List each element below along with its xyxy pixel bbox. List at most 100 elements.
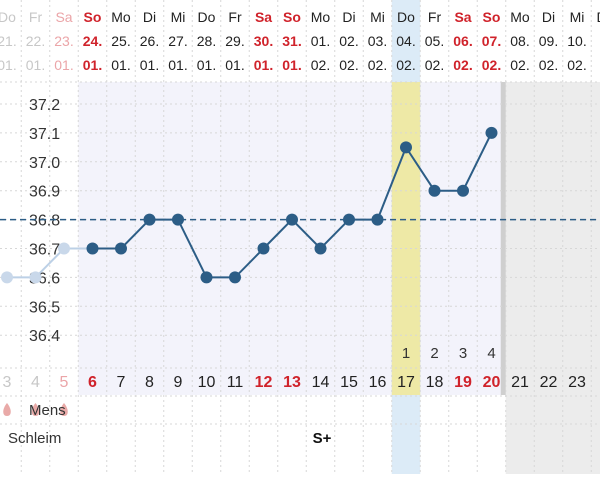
header-weekday: Do: [397, 9, 415, 25]
header-weekday: Fr: [29, 9, 43, 25]
header-day-number: 26.: [140, 33, 159, 49]
temperature-point[interactable]: [58, 242, 70, 255]
header-day[interactable]: Mi 27. 01.: [168, 9, 187, 73]
header-day[interactable]: So 31. 01.: [282, 9, 301, 73]
mens-drop-icon: [3, 403, 11, 416]
header-day[interactable]: Do 21. 01.: [0, 9, 17, 73]
y-tick-label: 36.8: [29, 213, 60, 230]
header-day[interactable]: Di 09. 02.: [539, 9, 558, 73]
header-day-number: 07.: [482, 33, 501, 49]
mens-row[interactable]: Mens: [3, 402, 68, 419]
temperature-point[interactable]: [485, 126, 498, 139]
header-month: 02.: [567, 57, 586, 73]
header-day[interactable]: Fr 05. 02.: [425, 9, 444, 73]
header-day-number: 29.: [225, 33, 244, 49]
mens-drop-icon: [60, 403, 68, 416]
temperature-point[interactable]: [400, 141, 412, 154]
header-day[interactable]: Di 02. 02.: [339, 9, 358, 73]
cycle-day-number[interactable]: 15: [340, 374, 358, 391]
header-day[interactable]: So 24. 01.: [83, 9, 102, 73]
header-month: 02.: [453, 57, 472, 73]
header-month: 01.: [0, 57, 17, 73]
post-ovulation-counter: 1 2 3 4: [402, 345, 496, 362]
schleim-row[interactable]: Schleim S+: [8, 430, 332, 447]
header-weekday: Sa: [55, 9, 72, 25]
temperature-point[interactable]: [200, 271, 213, 284]
temperature-point[interactable]: [286, 213, 298, 226]
temperature-point[interactable]: [1, 271, 13, 284]
temperature-point[interactable]: [29, 271, 42, 284]
cycle-day-number[interactable]: 9: [174, 374, 183, 391]
cycle-day-number[interactable]: 10: [198, 374, 216, 391]
temperature-point[interactable]: [229, 271, 241, 284]
header-day[interactable]: Sa 30. 01.: [254, 9, 273, 73]
header-weekday: Mo: [311, 9, 331, 25]
header-day[interactable]: So 07. 02.: [482, 9, 501, 73]
header-day[interactable]: Do 28. 01.: [197, 9, 216, 73]
y-tick-label: 36.5: [29, 299, 60, 316]
header-month: 01.: [54, 57, 73, 73]
cycle-day-number[interactable]: 8: [145, 374, 154, 391]
cycle-day-number[interactable]: 12: [255, 374, 273, 391]
cycle-day-number[interactable]: 18: [426, 374, 444, 391]
temperature-point[interactable]: [314, 242, 327, 255]
header-month: 01.: [140, 57, 159, 73]
cycle-day-number[interactable]: 5: [60, 374, 69, 391]
cycle-day-number[interactable]: 11: [227, 374, 244, 391]
temperature-point[interactable]: [343, 213, 355, 226]
temperature-point[interactable]: [257, 242, 270, 255]
cycle-day-number[interactable]: 6: [88, 374, 97, 391]
cycle-day-number[interactable]: 3: [3, 374, 12, 391]
header-day[interactable]: Mo 25. 01.: [111, 9, 131, 73]
temperature-point[interactable]: [115, 242, 127, 255]
cycle-day-number[interactable]: 20: [483, 374, 501, 391]
header-day[interactable]: Di 26. 01.: [140, 9, 159, 73]
temperature-point[interactable]: [371, 213, 384, 226]
cycle-day-number[interactable]: 16: [369, 374, 387, 391]
header-day[interactable]: Sa 06. 02.: [453, 9, 472, 73]
temperature-point[interactable]: [172, 213, 184, 226]
header-weekday: So: [84, 9, 102, 25]
plot-area-bg: [78, 82, 506, 395]
cycle-day-number[interactable]: 17: [397, 374, 415, 391]
header-day[interactable]: Mo 08. 02.: [510, 9, 530, 73]
header-month: 01.: [254, 57, 273, 73]
header-weekday: Fr: [428, 9, 442, 25]
mens-drop-icon: [31, 403, 40, 416]
header-month: 02.: [396, 57, 415, 73]
header-day-number: 24.: [83, 33, 102, 49]
series-line-previous: [7, 247, 93, 279]
post-ovulation-count: 3: [459, 345, 467, 362]
cycle-day-number[interactable]: 7: [117, 374, 126, 391]
y-tick-label: 36.9: [29, 184, 60, 201]
temperature-point[interactable]: [457, 184, 469, 197]
header-day[interactable]: Mi 10. 02.: [567, 9, 586, 73]
header-day[interactable]: Do10: [597, 9, 600, 73]
header-month: 02.: [311, 57, 330, 73]
header-month: 02.: [539, 57, 558, 73]
header-day[interactable]: Fr 29. 01.: [225, 9, 244, 73]
header-day[interactable]: Fr 22. 01.: [26, 9, 45, 73]
cycle-day-number[interactable]: 23: [568, 374, 586, 391]
cycle-day-number[interactable]: 14: [312, 374, 330, 391]
cycle-day-number[interactable]: 13: [283, 374, 301, 391]
y-tick-label: 36.4: [29, 328, 60, 345]
y-tick-label: 37.0: [29, 155, 60, 172]
temperature-point[interactable]: [143, 213, 156, 226]
header-day-number: 05.: [425, 33, 444, 49]
header-day[interactable]: Sa 23. 01.: [54, 9, 73, 73]
header-day[interactable]: Do 04. 02.: [396, 9, 415, 73]
cycle-day-number[interactable]: 22: [540, 374, 558, 391]
post-ovulation-count: 4: [487, 345, 495, 362]
temperature-point[interactable]: [428, 184, 441, 197]
header-day[interactable]: Mi 03. 02.: [368, 9, 387, 73]
header-day[interactable]: Mo 01. 02.: [311, 9, 331, 73]
cycle-day-number[interactable]: 21: [511, 374, 529, 391]
cycle-day-number[interactable]: 19: [454, 374, 472, 391]
header-weekday: Do: [0, 9, 16, 25]
header-day-number: 06.: [453, 33, 472, 49]
cycle-day-number[interactable]: 4: [31, 374, 40, 391]
header-month: 02.: [368, 57, 387, 73]
temperature-point[interactable]: [86, 242, 99, 255]
